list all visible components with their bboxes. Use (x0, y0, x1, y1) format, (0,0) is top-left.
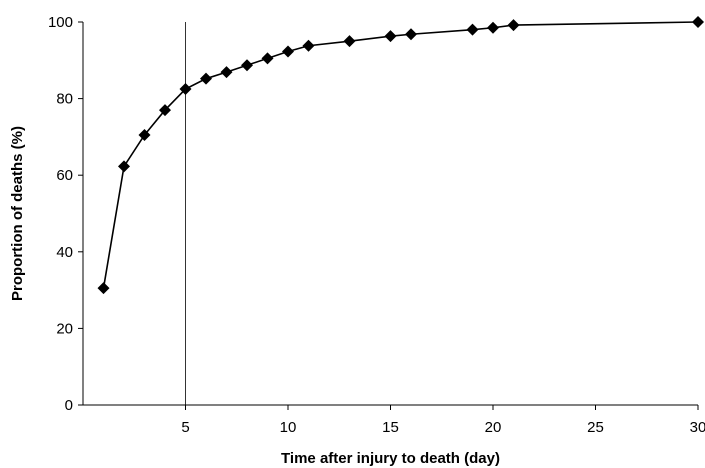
data-point (261, 52, 274, 65)
x-tick-label: 30 (690, 419, 705, 436)
data-point (343, 35, 356, 48)
tick-labels: 0 20 40 60 80 100 5 10 15 20 25 30 (48, 14, 705, 436)
data-point (200, 72, 212, 85)
data-point (302, 39, 315, 52)
data-point (282, 45, 294, 58)
data-point (241, 59, 253, 72)
data-point (97, 282, 110, 295)
y-tick-label: 100 (48, 14, 73, 31)
data-point (507, 19, 520, 32)
y-tick-label: 0 (65, 397, 73, 414)
data-point (384, 30, 397, 43)
y-tick-label: 20 (56, 320, 73, 337)
axes (78, 21, 699, 410)
x-tick-label: 25 (587, 419, 604, 436)
y-tick-label: 60 (56, 167, 73, 184)
x-tick-label: 10 (280, 419, 297, 436)
x-tick-label: 5 (181, 419, 189, 436)
data-point (220, 66, 233, 79)
data-point (138, 128, 151, 141)
data-point (159, 104, 171, 117)
series-line (102, 21, 699, 289)
y-axis-title: Proportion of deaths (%) (9, 126, 26, 301)
data-point (179, 83, 192, 96)
data-point (405, 28, 417, 41)
x-tick-label: 15 (382, 419, 399, 436)
series-layer (97, 16, 704, 295)
data-point (487, 21, 499, 34)
x-axis-title: Time after injury to death (day) (281, 450, 500, 467)
data-point (118, 160, 130, 173)
y-tick-label: 80 (56, 91, 73, 108)
y-tick-label: 40 (56, 244, 73, 261)
data-point (466, 23, 479, 36)
data-point (692, 16, 704, 28)
x-tick-label: 20 (485, 419, 502, 436)
